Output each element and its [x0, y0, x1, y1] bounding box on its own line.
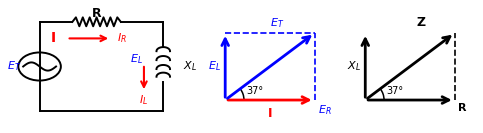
Text: 37°: 37° [247, 86, 264, 96]
Text: $X_L$: $X_L$ [183, 60, 197, 73]
Text: $E_T$: $E_T$ [7, 60, 21, 73]
Text: 37°: 37° [387, 86, 404, 96]
Text: R: R [458, 103, 467, 113]
Text: $E_L$: $E_L$ [130, 52, 142, 66]
Text: R: R [92, 7, 101, 20]
Text: $I_L$: $I_L$ [140, 93, 148, 107]
Text: I: I [51, 31, 56, 45]
Text: $E_T$: $E_T$ [270, 16, 284, 30]
Text: Z: Z [416, 16, 425, 29]
Text: I: I [268, 107, 272, 120]
Text: $E_L$: $E_L$ [208, 60, 221, 73]
Text: $E_R$: $E_R$ [318, 103, 332, 117]
Text: $I_R$: $I_R$ [117, 32, 127, 45]
Text: $X_L$: $X_L$ [347, 60, 361, 73]
